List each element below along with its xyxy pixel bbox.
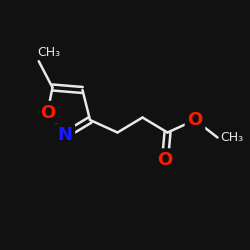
Text: N: N [58,126,72,144]
Text: O: O [188,111,202,129]
Text: CH₃: CH₃ [37,46,60,59]
Text: O: O [40,104,55,122]
Text: O: O [158,151,172,169]
Text: CH₃: CH₃ [220,131,243,144]
